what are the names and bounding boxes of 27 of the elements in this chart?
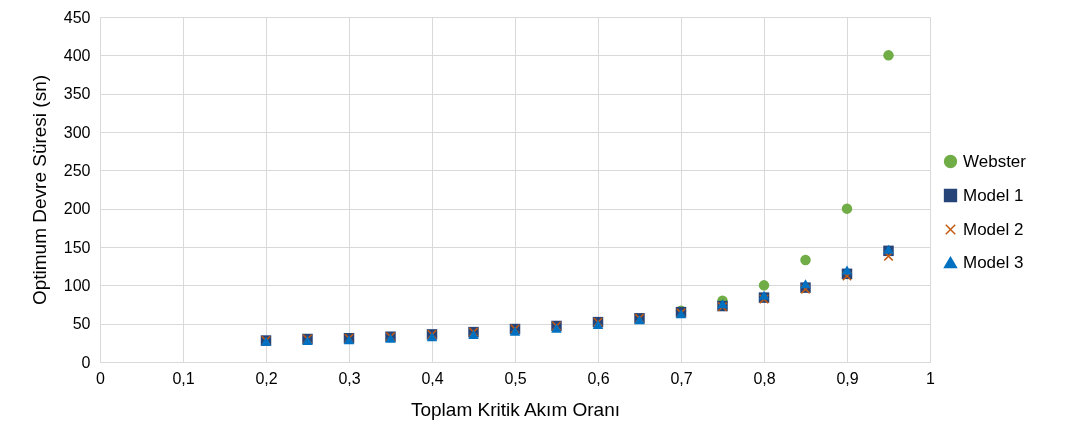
y-tick-label: 250 — [63, 161, 91, 179]
y-tick-label: 150 — [63, 238, 91, 256]
x-tick-label: 0,3 — [338, 369, 361, 387]
y-tick-label: 400 — [63, 46, 91, 64]
x-tick-label: 1 — [926, 369, 936, 387]
y-tick-label: 100 — [63, 276, 91, 294]
x-tick-label: 0,6 — [587, 369, 610, 387]
y-tick-label: 200 — [63, 200, 91, 218]
y-tick-label: 350 — [63, 85, 91, 103]
legend-label: Webster — [963, 151, 1027, 171]
x-tick-label: 0,1 — [172, 369, 195, 387]
legend-label: Model 1 — [963, 185, 1024, 205]
y-axis-title: Optimum Devre Süresi (sn) — [28, 74, 50, 306]
x-tick-label: 0 — [96, 369, 106, 387]
y-tick-label: 0 — [81, 353, 91, 371]
y-tick-label: 450 — [63, 8, 91, 26]
legend-label: Model 2 — [963, 219, 1024, 239]
x-tick-label: 0,2 — [255, 369, 278, 387]
x-tick-label: 0,7 — [670, 369, 693, 387]
x-axis-title: Toplam Kritik Akım Oranı — [410, 398, 621, 420]
x-tick-label: 0,5 — [504, 369, 527, 387]
x-tick-label: 0,8 — [753, 369, 776, 387]
legend-label: Model 3 — [963, 252, 1024, 272]
x-tick-label: 0,4 — [421, 369, 444, 387]
y-tick-label: 300 — [63, 123, 91, 141]
y-tick-label: 50 — [72, 315, 91, 333]
x-tick-label: 0,9 — [836, 369, 859, 387]
